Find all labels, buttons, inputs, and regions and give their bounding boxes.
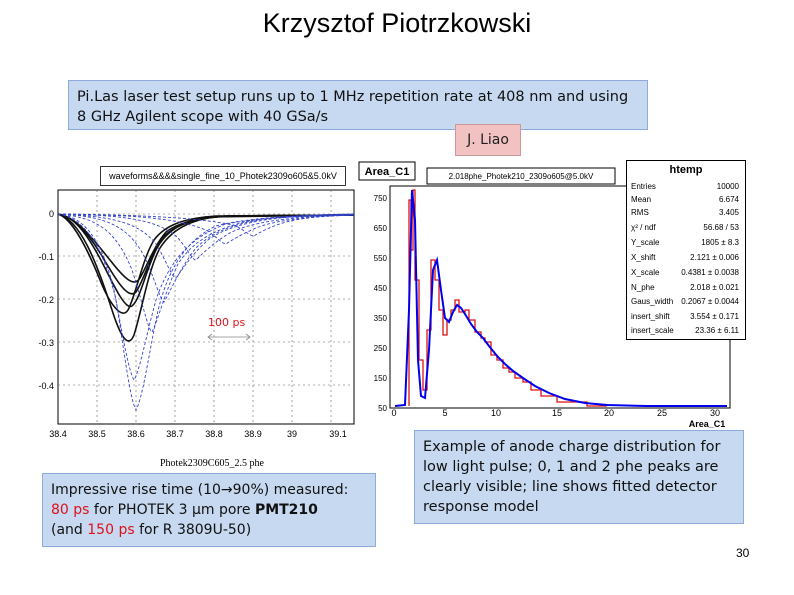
hist-x-axis-label: Area_C1 bbox=[689, 419, 726, 429]
hist-x-tick: 5 bbox=[442, 408, 447, 418]
hist-x-tick: 0 bbox=[391, 408, 396, 418]
scope-y-tick: -0.1 bbox=[38, 252, 54, 262]
hist-y-tick: 550 bbox=[374, 254, 388, 263]
stat-value: 3.405 bbox=[718, 208, 739, 217]
hist-y-tick: 250 bbox=[374, 344, 388, 353]
hist-y-tick: 350 bbox=[374, 314, 388, 323]
stat-row: insert_shift 3.554 ± 0.171 bbox=[631, 311, 739, 322]
scope-y-tick: -0.3 bbox=[38, 338, 54, 348]
stats-box: htemp Entries 10000 Mean 6.674 RMS 3.405 χ²… bbox=[626, 160, 746, 340]
rise-line-3: (and 150 ps for R 3809U-50) bbox=[51, 520, 367, 540]
scope-y-tick: -0.4 bbox=[38, 381, 54, 391]
stat-key: Gaus_width bbox=[631, 297, 674, 306]
waveform-black-traces bbox=[57, 213, 355, 342]
rise-line-2: 80 ps for PHOTEK 3 μm pore PMT210 bbox=[51, 500, 367, 520]
rise-time-callout: Impressive rise time (10→90%) measured: … bbox=[42, 473, 376, 547]
scope-x-tick: 38.5 bbox=[88, 429, 106, 439]
stat-key: RMS bbox=[631, 208, 649, 217]
hist-y-tick: 50 bbox=[378, 404, 387, 413]
hist-title-box bbox=[358, 161, 416, 181]
setup-line-2: 8 GHz Agilent scope with 40 GSa/s bbox=[77, 109, 329, 125]
hist-x-tick: 15 bbox=[552, 408, 562, 418]
author-badge: J. Liao bbox=[455, 124, 521, 156]
stat-key: X_shift bbox=[631, 253, 656, 262]
setup-callout: Pi.Las laser test setup runs up to 1 MHz… bbox=[68, 80, 648, 130]
stat-key: N_phe bbox=[631, 283, 655, 292]
stat-key: insert_shift bbox=[631, 312, 670, 321]
stat-value: 3.554 ± 0.171 bbox=[690, 312, 739, 321]
stat-value: 56.68 / 53 bbox=[703, 223, 739, 232]
hist-y-tick: 150 bbox=[374, 374, 388, 383]
rise-time-value: 80 ps bbox=[51, 502, 90, 518]
stat-key: Mean bbox=[631, 195, 652, 204]
stat-value: 23.36 ± 6.11 bbox=[695, 326, 739, 335]
rise-line-1: Impressive rise time (10→90%) measured: bbox=[51, 482, 349, 498]
stat-value: 1805 ± 8.3 bbox=[701, 238, 739, 247]
setup-line-1: Pi.Las laser test setup runs up to 1 MHz… bbox=[77, 89, 629, 105]
charge-distribution-callout: Example of anode charge distribution for… bbox=[414, 430, 744, 524]
scope-x-tick: 38.7 bbox=[166, 429, 184, 439]
scope-waveform-plot: 0 -0.1 -0.2 -0.3 -0.4 38.4 38.5 38.6 38.… bbox=[36, 160, 358, 440]
stat-row: insert_scale 23.36 ± 6.11 bbox=[631, 325, 739, 336]
pulse-width-label: 100 ps bbox=[208, 316, 246, 329]
scope-caption: Photek2309C605_2.5 phe bbox=[160, 458, 264, 469]
stat-key: Y_scale bbox=[631, 238, 660, 247]
slide-title: Krzysztof Piotrzkowski bbox=[262, 8, 532, 38]
page-number: 30 bbox=[736, 546, 750, 560]
scope-y-tick: -0.2 bbox=[38, 295, 54, 305]
rise-line-2-text: for PHOTEK 3 μm pore bbox=[89, 502, 255, 518]
hist-title: Area_C1 bbox=[365, 166, 410, 178]
hist-file-box bbox=[426, 167, 616, 185]
rise-line-3-pre: (and bbox=[51, 522, 88, 538]
stat-value: 10000 bbox=[716, 182, 739, 191]
hist-fit-line bbox=[394, 189, 727, 407]
stat-value: 6.674 bbox=[718, 195, 739, 204]
stat-key: χ² / ndf bbox=[631, 223, 656, 232]
stats-title: htemp bbox=[669, 164, 703, 176]
hist-x-tick: 10 bbox=[491, 408, 501, 418]
stat-value: 2.018 ± 0.021 bbox=[690, 283, 739, 292]
example-line-4: response model bbox=[423, 499, 539, 515]
stat-row: X_shift 2.121 ± 0.006 bbox=[631, 252, 739, 263]
hist-y-tick: 750 bbox=[374, 194, 388, 203]
hist-y-tick: 450 bbox=[374, 284, 388, 293]
example-line-1: Example of anode charge distribution for bbox=[423, 439, 721, 455]
stat-row: χ² / ndf 56.68 / 53 bbox=[631, 222, 739, 233]
hist-x-tick: 30 bbox=[710, 408, 720, 418]
example-line-2: low light pulse; 0, 1 and 2 phe peaks ar… bbox=[423, 459, 719, 475]
scope-x-tick: 38.6 bbox=[127, 429, 145, 439]
stat-row: RMS 3.405 bbox=[631, 207, 739, 218]
rise-time-value-2: 150 ps bbox=[87, 522, 135, 538]
scope-x-tick: 38.4 bbox=[49, 429, 67, 439]
stat-row: Gaus_width 0.2067 ± 0.0044 bbox=[631, 296, 739, 307]
pulse-width-arrow bbox=[207, 333, 251, 341]
hist-x-tick: 20 bbox=[604, 408, 614, 418]
stat-value: 0.2067 ± 0.0044 bbox=[681, 297, 739, 306]
scope-grid bbox=[58, 190, 354, 424]
rise-line-3-post: for R 3809U-50) bbox=[134, 522, 252, 538]
scope-x-tick: 39.1 bbox=[329, 429, 347, 439]
stat-key: X_scale bbox=[631, 268, 660, 277]
hist-file-label: 2.018phe_Photek210_2309o605@5.0kV bbox=[449, 172, 594, 181]
scope-x-tick: 39 bbox=[287, 429, 297, 439]
scope-x-tick: 38.9 bbox=[244, 429, 262, 439]
hist-x-tick: 25 bbox=[657, 408, 667, 418]
scope-file-label: waveforms&&&&single_fine_10_Photek2309o6… bbox=[100, 166, 346, 186]
example-line-3: clearly visible; line shows fitted detec… bbox=[423, 479, 717, 495]
stat-key: Entries bbox=[631, 182, 656, 191]
stat-row: X_scale 0.4381 ± 0.0038 bbox=[631, 267, 739, 278]
stat-value: 2.121 ± 0.006 bbox=[690, 253, 739, 262]
stat-row: Y_scale 1805 ± 8.3 bbox=[631, 237, 739, 248]
hist-y-tick: 650 bbox=[374, 224, 388, 233]
stat-row: N_phe 2.018 ± 0.021 bbox=[631, 282, 739, 293]
stat-key: insert_scale bbox=[631, 326, 674, 335]
scope-y-tick: 0 bbox=[49, 209, 54, 219]
stat-row: Entries 10000 bbox=[631, 181, 739, 192]
scope-x-tick: 38.8 bbox=[205, 429, 223, 439]
waveform-blue-traces bbox=[57, 213, 355, 411]
stat-value: 0.4381 ± 0.0038 bbox=[681, 268, 739, 277]
stat-row: Mean 6.674 bbox=[631, 194, 739, 205]
pmt-model: PMT210 bbox=[254, 502, 318, 518]
